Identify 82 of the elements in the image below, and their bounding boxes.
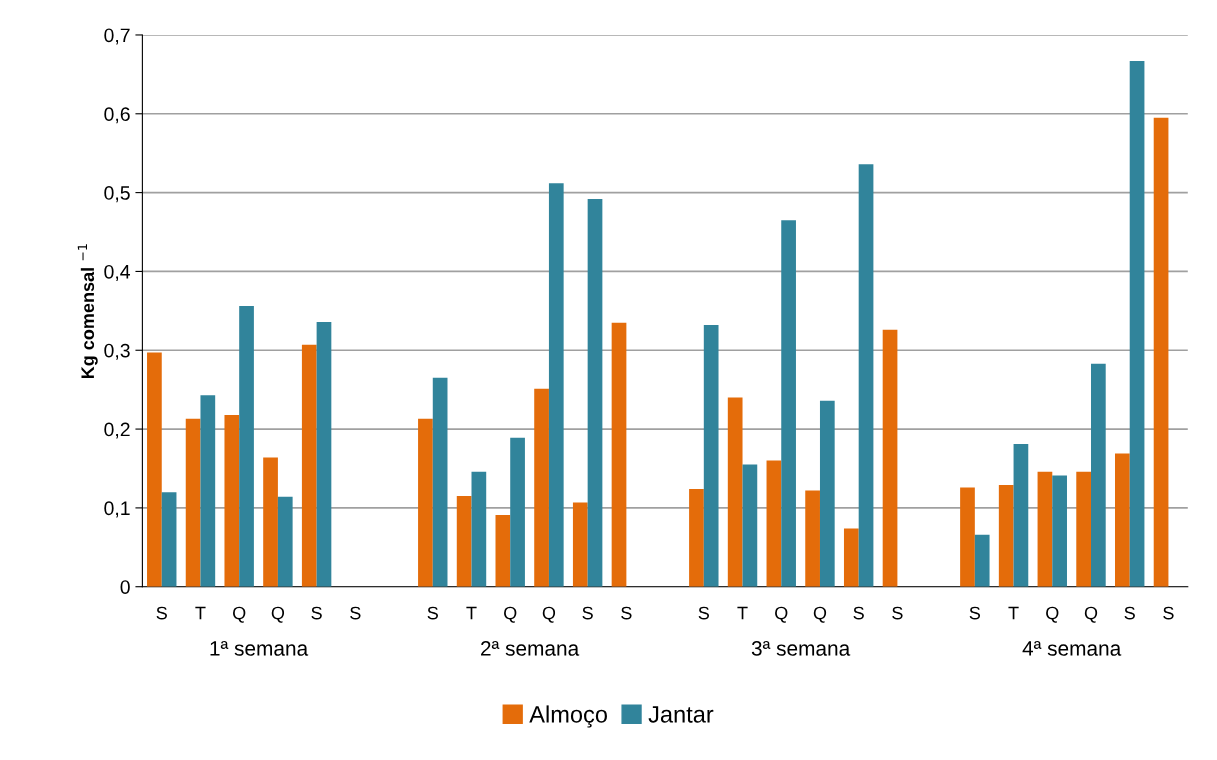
y-tick-label: 0	[120, 580, 130, 594]
bar	[1129, 60, 1145, 587]
bar	[843, 528, 859, 587]
x-tick-label: Q	[504, 606, 517, 623]
x-tick-label: Q	[542, 606, 556, 623]
x-tick-label: Q	[1084, 606, 1098, 623]
y-tick-label: 0,7	[104, 28, 130, 45]
legend-label: Almoço	[529, 705, 607, 728]
x-tick-label: S	[427, 606, 438, 620]
bar	[147, 352, 162, 587]
bar	[1153, 117, 1169, 587]
bar	[572, 502, 588, 587]
y-tick-label: 0,3	[104, 343, 130, 360]
x-tick-label: T	[195, 606, 206, 620]
x-tick-label: T	[737, 606, 748, 620]
bar	[534, 388, 549, 587]
bar	[1013, 444, 1029, 587]
bar	[766, 460, 782, 587]
bar	[200, 395, 216, 587]
bar	[819, 400, 835, 587]
bar	[548, 183, 564, 587]
x-tick-label: Q	[813, 606, 827, 623]
bar	[263, 457, 278, 587]
y-tick-label: 0,5	[104, 186, 130, 203]
bar	[727, 397, 743, 587]
legend-label: Jantar	[648, 706, 714, 723]
bar	[239, 306, 254, 587]
bar	[456, 496, 472, 587]
bar	[432, 377, 448, 587]
bar	[1037, 471, 1053, 587]
bar	[510, 437, 525, 587]
bar	[703, 325, 719, 587]
x-tick-label: S	[853, 606, 864, 620]
bar	[224, 414, 240, 587]
bar	[495, 514, 511, 587]
bar	[882, 329, 898, 587]
x-tick-label: T	[466, 606, 477, 620]
bar	[418, 418, 433, 587]
bar	[471, 471, 487, 587]
bar	[161, 492, 177, 587]
x-tick-label: S	[698, 606, 709, 620]
y-tick-label: 0,4	[104, 264, 131, 281]
bar	[316, 321, 332, 587]
x-tick-label: Q	[271, 606, 285, 623]
y-tick-label: 0,1	[104, 501, 130, 518]
y-axis-title: Kg comensal $^{−1}$	[77, 244, 98, 379]
x-tick-label: S	[350, 606, 361, 620]
bar	[960, 487, 975, 587]
bar	[998, 485, 1014, 587]
bar	[1115, 453, 1130, 587]
bar	[185, 418, 201, 587]
x-tick-label: T	[1008, 606, 1019, 620]
text: 1ª semana	[210, 640, 309, 656]
bar	[277, 496, 293, 587]
x-tick-label: S	[621, 606, 632, 620]
x-tick-label: S	[156, 606, 167, 620]
bar	[742, 464, 758, 587]
x-tick-label: S	[1163, 606, 1174, 620]
x-tick-label: S	[969, 606, 981, 620]
bar	[1091, 363, 1106, 587]
text: 2ª semana	[481, 640, 580, 656]
bar	[301, 344, 317, 587]
bar	[974, 534, 990, 587]
x-tick-label: Q	[233, 606, 246, 623]
bar	[1052, 475, 1067, 587]
bar	[1076, 471, 1091, 587]
x-tick-label: S	[892, 606, 903, 620]
x-tick-label: Q	[775, 606, 788, 623]
bar	[611, 322, 627, 587]
y-tick-label: 0,6	[104, 107, 130, 124]
bar	[858, 164, 874, 587]
x-tick-label: S	[1124, 606, 1135, 620]
x-tick-label: Q	[1046, 606, 1059, 623]
text: 3ª semana	[751, 640, 851, 656]
bar	[689, 488, 704, 587]
bar	[781, 220, 796, 587]
x-tick-label: S	[311, 606, 322, 620]
bar	[587, 198, 603, 587]
y-tick-label: 0,2	[104, 422, 130, 439]
x-tick-label: S	[582, 606, 593, 620]
text: 4ª semana	[1022, 640, 1122, 656]
bar	[805, 490, 820, 587]
